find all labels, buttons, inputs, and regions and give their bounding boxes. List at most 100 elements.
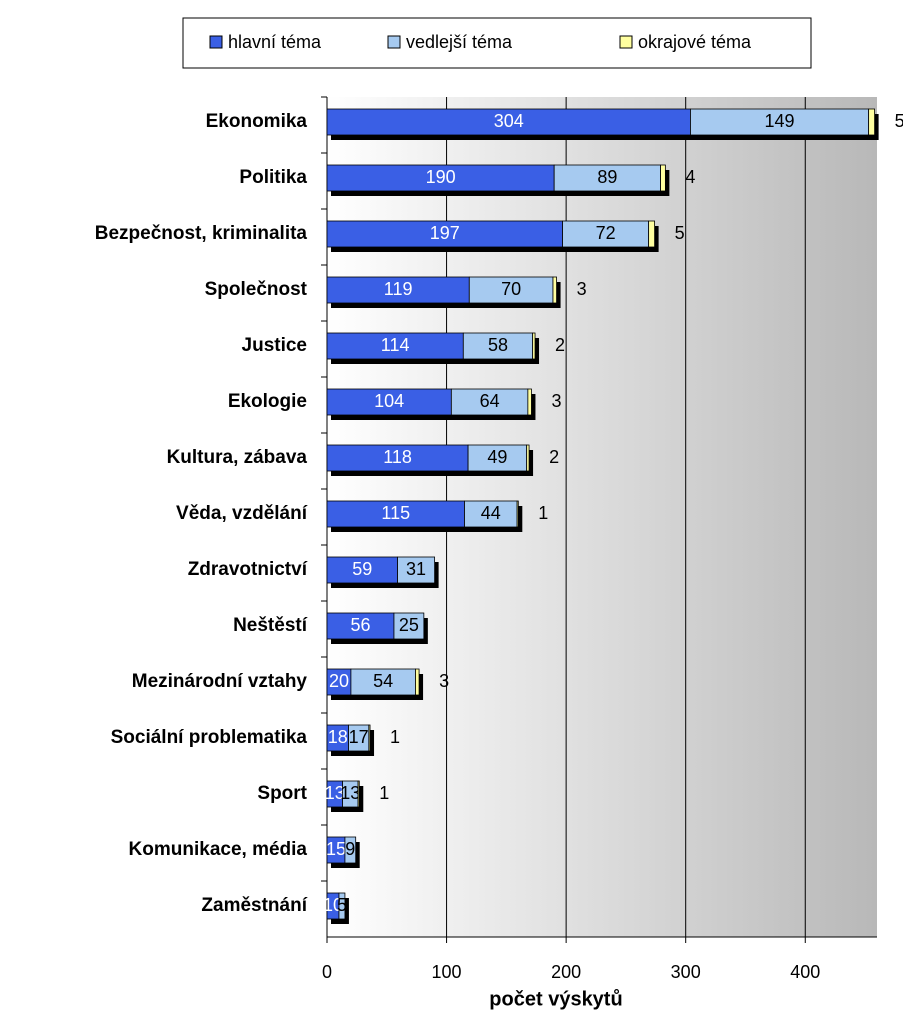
bar-segment bbox=[326, 388, 452, 416]
bar-segment bbox=[532, 332, 536, 360]
data-label: 2 bbox=[555, 335, 565, 355]
bar-segment bbox=[526, 444, 530, 472]
y-tick-label: Sociální problematika bbox=[111, 727, 308, 748]
bar-segment bbox=[552, 276, 557, 304]
data-label: 1 bbox=[390, 727, 400, 747]
y-tick-label: Věda, vzdělání bbox=[176, 503, 308, 524]
y-tick-label: Neštěstí bbox=[233, 615, 308, 636]
y-tick-label: Mezinárodní vztahy bbox=[132, 671, 308, 692]
bar-segment bbox=[660, 164, 666, 192]
legend-box bbox=[182, 17, 812, 69]
y-tick-label: Ekonomika bbox=[206, 111, 308, 132]
data-label: 54 bbox=[373, 671, 393, 691]
data-label: 44 bbox=[481, 503, 501, 523]
bar-segment bbox=[326, 220, 563, 248]
data-label: 2 bbox=[549, 447, 559, 467]
data-label: 9 bbox=[345, 839, 355, 859]
bar-segment bbox=[326, 444, 469, 472]
y-tick-label: Bezpečnost, kriminalita bbox=[95, 223, 308, 244]
y-tick-label: Společnost bbox=[205, 279, 308, 300]
data-label: 10 bbox=[323, 895, 343, 915]
bar-segment bbox=[326, 276, 470, 304]
x-axis-title: počet výskytů bbox=[489, 988, 622, 1010]
bar-segment bbox=[326, 556, 398, 584]
bar-segment bbox=[868, 108, 876, 136]
data-label: 4 bbox=[685, 167, 695, 187]
data-label: 20 bbox=[329, 671, 349, 691]
bar-segment bbox=[326, 500, 465, 528]
data-label: 70 bbox=[501, 279, 521, 299]
data-label: 72 bbox=[596, 223, 616, 243]
data-label: 89 bbox=[597, 167, 617, 187]
x-tick-label: 100 bbox=[432, 962, 462, 982]
data-label: 13 bbox=[340, 783, 360, 803]
x-tick-label: 400 bbox=[790, 962, 820, 982]
bar-segment bbox=[326, 332, 464, 360]
data-label: 197 bbox=[430, 223, 460, 243]
bar-segment bbox=[516, 500, 519, 528]
data-label: 115 bbox=[381, 503, 410, 523]
legend-swatch bbox=[387, 35, 401, 49]
bar-segment bbox=[326, 612, 395, 640]
y-tick-label: Justice bbox=[242, 335, 307, 356]
data-label: 18 bbox=[328, 727, 348, 747]
bar-segment bbox=[464, 500, 518, 528]
legend-label: okrajové téma bbox=[638, 32, 752, 52]
legend-swatch bbox=[209, 35, 223, 49]
data-label: 49 bbox=[487, 447, 507, 467]
bar-segment bbox=[462, 332, 534, 360]
y-tick-label: Ekologie bbox=[228, 391, 307, 412]
bar-segment bbox=[415, 668, 420, 696]
bar-segment bbox=[357, 780, 360, 808]
data-label: 56 bbox=[350, 615, 370, 635]
data-label: 64 bbox=[480, 391, 500, 411]
y-tick-label: Politika bbox=[239, 167, 307, 188]
data-label: 58 bbox=[488, 335, 508, 355]
bar-segment bbox=[344, 836, 357, 864]
y-tick-label: Sport bbox=[257, 783, 307, 804]
data-label: 25 bbox=[399, 615, 419, 635]
data-label: 118 bbox=[383, 447, 412, 467]
data-label: 3 bbox=[577, 279, 587, 299]
data-label: 1 bbox=[538, 503, 548, 523]
bar-segment bbox=[553, 164, 661, 192]
data-label: 119 bbox=[384, 279, 413, 299]
bar-segment bbox=[368, 724, 371, 752]
data-label: 59 bbox=[352, 559, 372, 579]
bar-segment bbox=[690, 108, 870, 136]
bar-segment bbox=[562, 220, 650, 248]
data-label: 5 bbox=[675, 223, 685, 243]
bar-segment bbox=[467, 444, 528, 472]
data-label: 17 bbox=[349, 727, 369, 747]
data-label: 1 bbox=[379, 783, 389, 803]
data-label: 149 bbox=[765, 111, 795, 131]
bar-segment bbox=[397, 556, 436, 584]
bar-segment bbox=[326, 164, 555, 192]
data-label: 304 bbox=[494, 111, 524, 131]
bar-segment bbox=[393, 612, 425, 640]
y-tick-label: Komunikace, média bbox=[129, 839, 308, 860]
data-label: 5 bbox=[337, 895, 347, 915]
bar-segment bbox=[326, 108, 691, 136]
y-tick-label: Zdravotnictví bbox=[188, 559, 308, 580]
legend-label: vedlejší téma bbox=[406, 32, 513, 52]
x-tick-label: 0 bbox=[322, 962, 332, 982]
data-label: 104 bbox=[374, 391, 404, 411]
data-label: 15 bbox=[326, 839, 346, 859]
bar-segment bbox=[527, 388, 532, 416]
data-label: 13 bbox=[325, 783, 345, 803]
x-tick-label: 200 bbox=[551, 962, 581, 982]
data-label: 3 bbox=[439, 671, 449, 691]
data-label: 3 bbox=[551, 391, 561, 411]
data-label: 31 bbox=[406, 559, 426, 579]
bar-segment bbox=[648, 220, 656, 248]
data-label: 5 bbox=[895, 111, 903, 131]
x-tick-label: 300 bbox=[671, 962, 701, 982]
y-tick-label: Kultura, zábava bbox=[167, 447, 308, 468]
legend-label: hlavní téma bbox=[228, 32, 322, 52]
legend-swatch bbox=[619, 35, 633, 49]
data-label: 190 bbox=[426, 167, 456, 187]
bar-segment bbox=[338, 892, 346, 920]
y-tick-label: Zaměstnání bbox=[201, 895, 307, 916]
